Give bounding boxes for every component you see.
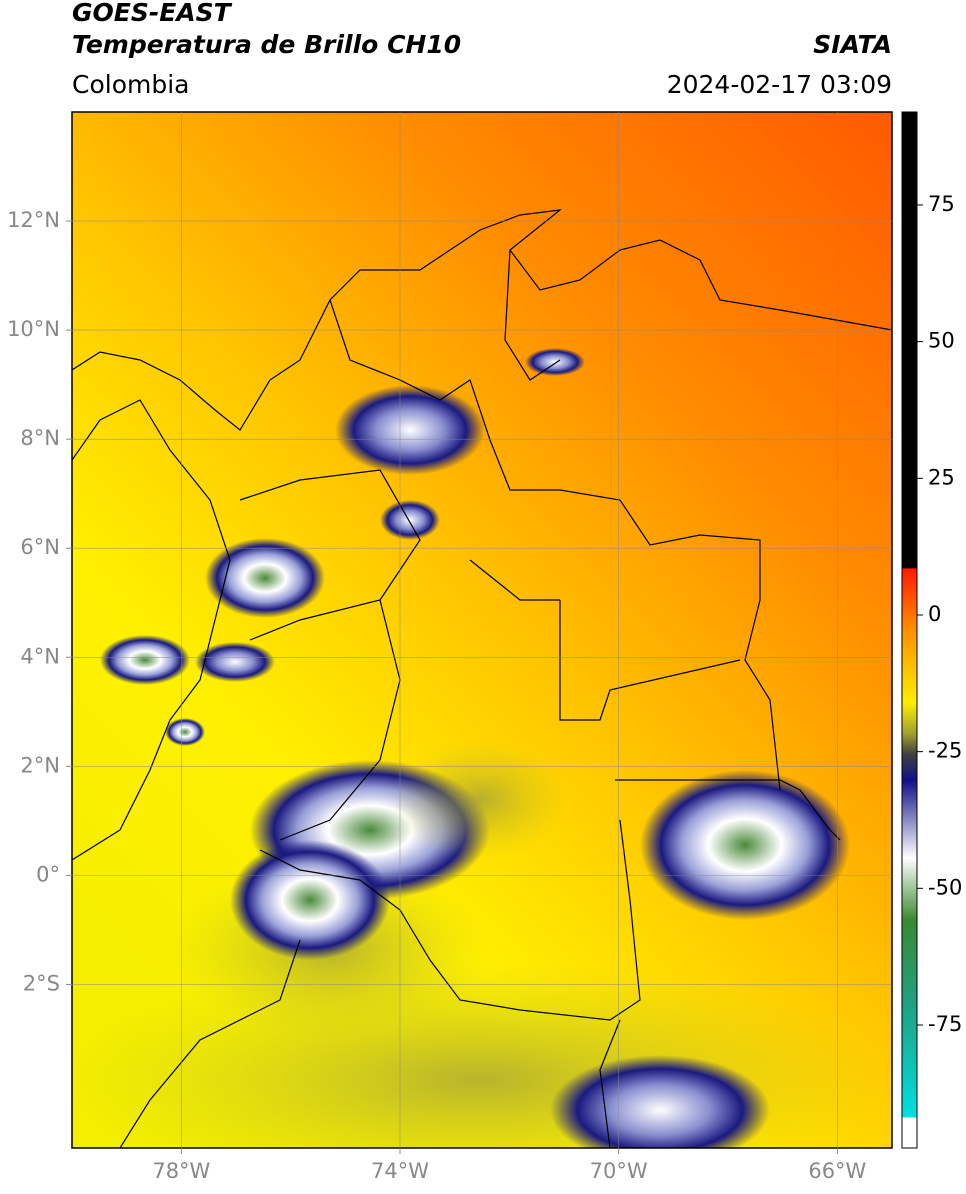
colorbar-tick-label: 0 xyxy=(928,602,941,626)
colorbar-tick-label: 50 xyxy=(928,329,955,353)
colorbar-tick-label: -25 xyxy=(928,739,962,763)
y-tick-label: 8°N xyxy=(20,426,60,450)
y-tick-label: 2°S xyxy=(23,971,60,995)
colorbar-tick-label: 25 xyxy=(928,465,955,489)
title: GOES-EAST xyxy=(72,0,233,27)
y-tick-label: 10°N xyxy=(7,317,60,341)
y-tick-label: 6°N xyxy=(20,535,60,559)
colorbar-tick-label: 75 xyxy=(928,192,955,216)
region: Colombia xyxy=(72,70,189,99)
x-tick-label: 74°W xyxy=(371,1159,429,1183)
colorbar-tick-label: -50 xyxy=(928,875,962,899)
x-tick-label: 70°W xyxy=(590,1159,648,1183)
source: SIATA xyxy=(813,30,892,59)
y-tick-label: 0° xyxy=(36,862,60,886)
satellite-image xyxy=(72,112,892,1148)
y-tick-label: 4°N xyxy=(20,644,60,668)
y-tick-label: 2°N xyxy=(20,753,60,777)
datetime: 2024-02-17 03:09 xyxy=(667,70,892,99)
y-tick-label: 12°N xyxy=(7,208,60,232)
colorbar-tick-label: -75 xyxy=(928,1012,962,1036)
colorbar xyxy=(901,111,918,1149)
map-frame xyxy=(71,111,893,1149)
subtitle: Temperatura de Brillo CH10 xyxy=(72,30,461,59)
x-tick-label: 78°W xyxy=(152,1159,210,1183)
x-tick-label: 66°W xyxy=(808,1159,866,1183)
